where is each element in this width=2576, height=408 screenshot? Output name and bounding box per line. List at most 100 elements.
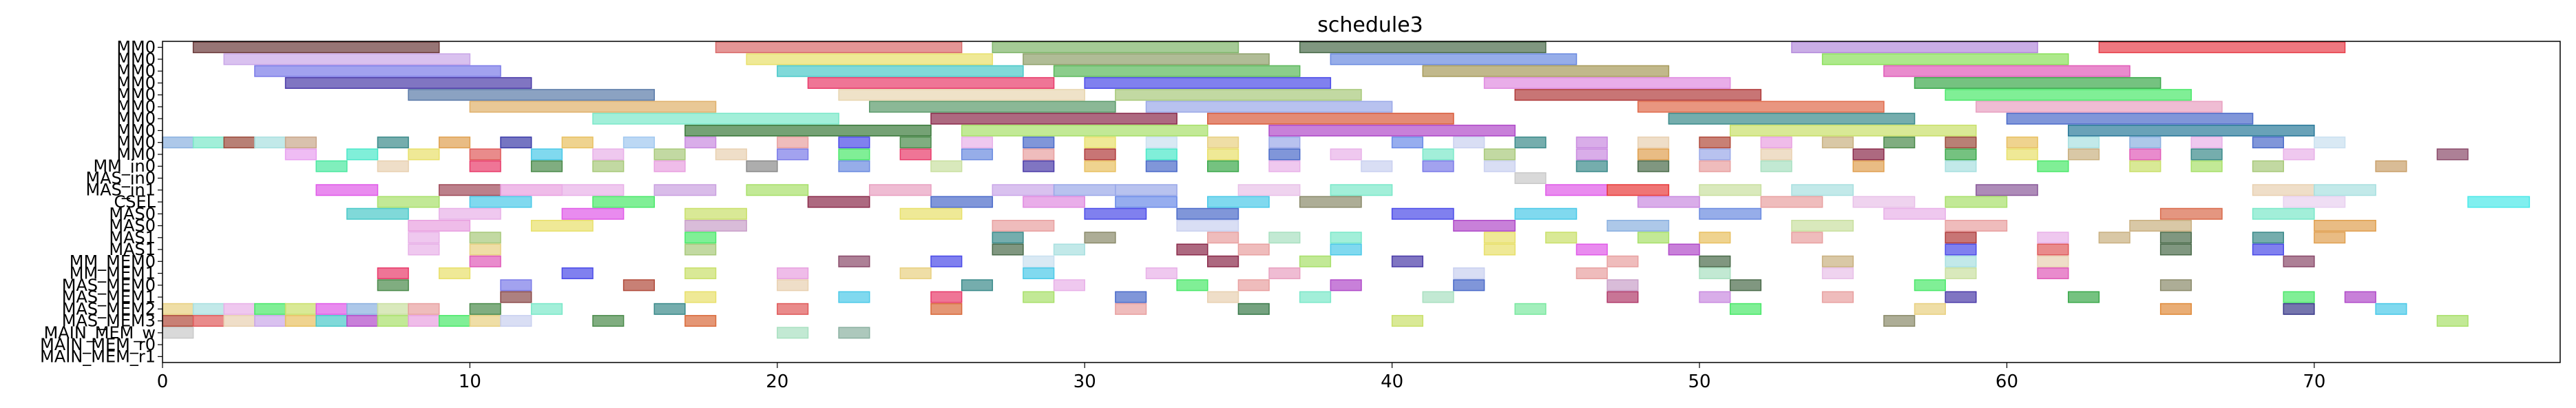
schedule-bar-66 bbox=[1699, 136, 1731, 149]
schedule-bar-75 bbox=[2252, 136, 2284, 149]
schedule-bar-84 bbox=[715, 148, 747, 161]
schedule-bar-103 bbox=[2006, 148, 2038, 161]
schedule-bar-31 bbox=[592, 112, 839, 125]
schedule-bar-93 bbox=[1268, 148, 1301, 161]
y-tick-label-20: MAS_MEM0 bbox=[62, 276, 156, 295]
schedule-bar-247 bbox=[777, 267, 809, 280]
schedule-bar-312 bbox=[223, 315, 255, 327]
schedule-bar-168 bbox=[1852, 196, 1916, 208]
schedule-bar-274 bbox=[838, 291, 870, 303]
schedule-bar-95 bbox=[1422, 148, 1454, 161]
schedule-bar-131 bbox=[1945, 160, 1977, 172]
schedule-bar-99 bbox=[1699, 148, 1731, 161]
schedule-bar-239 bbox=[1821, 255, 1854, 267]
schedule-bar-231 bbox=[838, 255, 870, 267]
schedule-bar-148 bbox=[1237, 184, 1301, 196]
schedule-bar-278 bbox=[1207, 291, 1239, 303]
schedule-bar-46 bbox=[377, 136, 409, 149]
schedule-bar-262 bbox=[961, 279, 994, 292]
schedule-bar-233 bbox=[1023, 255, 1055, 267]
schedule-bar-150 bbox=[1545, 184, 1608, 196]
schedule-bar-276 bbox=[1023, 291, 1055, 303]
schedule-bar-134 bbox=[2190, 160, 2223, 172]
y-tick-label-9: MM0 bbox=[116, 145, 156, 164]
schedule-bar-52 bbox=[777, 136, 809, 149]
schedule-bar-214 bbox=[2314, 232, 2346, 244]
schedule-bar-317 bbox=[377, 315, 409, 327]
schedule-bar-87 bbox=[899, 148, 932, 161]
schedule-bar-285 bbox=[2067, 291, 2100, 303]
schedule-bar-301 bbox=[930, 303, 963, 315]
y-tick-label-25: MAIN_MEM_r0 bbox=[40, 335, 156, 354]
schedule-bar-238 bbox=[1699, 255, 1731, 267]
schedule-bar-137 bbox=[1514, 172, 1547, 184]
schedule-bar-269 bbox=[1729, 279, 1762, 292]
schedule-bar-136 bbox=[2375, 160, 2407, 172]
schedule-bar-45 bbox=[284, 136, 317, 149]
schedule-bar-152 bbox=[1699, 184, 1762, 196]
schedule-bar-191 bbox=[1606, 220, 1670, 232]
schedule-bar-194 bbox=[2129, 220, 2192, 232]
schedule-bar-117 bbox=[930, 160, 963, 172]
y-tick-label-19: MM_MEM1 bbox=[70, 264, 156, 283]
schedule-bar-318 bbox=[408, 315, 440, 327]
schedule-bar-273 bbox=[684, 291, 717, 303]
schedule-bar-283 bbox=[1821, 291, 1854, 303]
schedule-bar-149 bbox=[1330, 184, 1393, 196]
schedule-bar-107 bbox=[2283, 148, 2315, 161]
schedule-bar-163 bbox=[1115, 196, 1177, 208]
schedule-bar-258 bbox=[377, 279, 409, 292]
schedule-bar-113 bbox=[592, 160, 625, 172]
schedule-bar-36 bbox=[684, 124, 932, 136]
schedule-bar-8 bbox=[1023, 53, 1270, 65]
schedule-bar-29 bbox=[1637, 101, 1885, 113]
schedule-bar-320 bbox=[469, 315, 501, 327]
schedule-bar-293 bbox=[315, 303, 348, 315]
schedule-bar-271 bbox=[2159, 279, 2192, 292]
schedule-bar-162 bbox=[1023, 196, 1085, 208]
schedule-bar-170 bbox=[2283, 196, 2346, 208]
schedule-bar-129 bbox=[1760, 160, 1792, 172]
schedule-bar-109 bbox=[315, 160, 348, 172]
schedule-bar-302 bbox=[1115, 303, 1147, 315]
chart-title: schedule3 bbox=[1317, 13, 1423, 37]
schedule-bar-11 bbox=[254, 65, 501, 77]
schedule-bar-144 bbox=[868, 184, 932, 196]
schedule-bar-18 bbox=[1084, 76, 1332, 89]
schedule-bar-277 bbox=[1115, 291, 1147, 303]
schedule-bar-309 bbox=[2375, 303, 2407, 315]
schedule-bar-15 bbox=[1883, 65, 2130, 77]
schedule-bar-80 bbox=[469, 148, 501, 161]
schedule-bar-91 bbox=[1145, 148, 1177, 161]
schedule-bar-161 bbox=[930, 196, 994, 208]
schedule-bar-307 bbox=[2159, 303, 2192, 315]
schedule-bar-228 bbox=[2159, 243, 2192, 256]
schedule-bar-76 bbox=[2314, 136, 2346, 149]
schedule-bar-230 bbox=[469, 255, 501, 267]
schedule-bar-165 bbox=[1299, 196, 1362, 208]
schedule-bar-206 bbox=[1637, 232, 1670, 244]
schedule-bar-159 bbox=[592, 196, 656, 208]
schedule-bar-23 bbox=[1115, 89, 1362, 101]
schedule-bar-81 bbox=[530, 148, 563, 161]
schedule-bar-62 bbox=[1453, 136, 1485, 149]
y-tick-label-15: MAS0 bbox=[109, 216, 156, 236]
schedule-bar-308 bbox=[2283, 303, 2315, 315]
schedule-bar-78 bbox=[346, 148, 379, 161]
y-tick-label-2: MM0 bbox=[116, 61, 156, 81]
schedule-bar-199 bbox=[992, 232, 1024, 244]
schedule-bar-41 bbox=[162, 136, 194, 149]
schedule-bar-0 bbox=[192, 41, 440, 54]
schedule-bar-147 bbox=[1115, 184, 1177, 196]
schedule-bar-54 bbox=[899, 136, 932, 149]
x-tick-label-4: 40 bbox=[1381, 371, 1403, 392]
schedule-bar-213 bbox=[2252, 232, 2284, 244]
schedule-bar-232 bbox=[930, 255, 963, 267]
schedule-bar-329 bbox=[838, 327, 870, 339]
schedule-bar-63 bbox=[1514, 136, 1547, 149]
schedule-bar-242 bbox=[2283, 255, 2315, 267]
x-tick-label-0: 0 bbox=[157, 371, 169, 392]
schedule-bar-234 bbox=[1207, 255, 1239, 267]
schedule-bar-59 bbox=[1207, 136, 1239, 149]
y-tick-label-14: MAS0 bbox=[109, 204, 156, 223]
